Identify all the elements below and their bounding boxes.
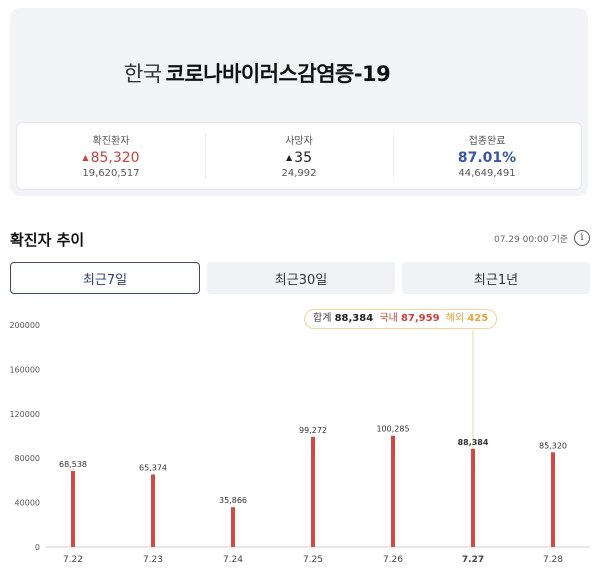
disease-name: 코로나바이러스감염증-19 <box>165 62 391 86</box>
update-timestamp: 07.29 00:00 기준 <box>494 235 568 245</box>
y-tick-label: 160000 <box>9 365 40 374</box>
bar <box>71 470 75 547</box>
stat-confirmed: 확진환자 ▲ 85,320 19,620,517 <box>17 123 205 189</box>
trend-title: 확진자 추이 <box>10 231 85 249</box>
up-arrow-icon: ▲ <box>286 153 293 162</box>
x-tick-label: 7.24 <box>223 555 243 565</box>
data-label: 99,272 <box>299 426 327 435</box>
stat-label: 접종완료 <box>468 136 506 147</box>
bar <box>551 452 555 547</box>
tooltip-total-label: 합계 <box>313 313 332 324</box>
y-tick-label: 200000 <box>9 321 40 330</box>
info-icon[interactable]: i <box>574 230 590 246</box>
tooltip-total-value: 88,384 <box>334 313 374 324</box>
bar <box>391 435 395 547</box>
country-name: 한국 <box>124 62 162 86</box>
stat-value: 87.01% <box>457 150 517 166</box>
tooltip-domestic-label: 국내 <box>379 313 398 324</box>
chart-tooltip: 합계 88,384 국내 87,959 해외 425 <box>304 309 498 329</box>
tooltip-domestic-value: 87,959 <box>400 313 440 324</box>
tab-30days[interactable]: 최근30일 <box>207 262 395 294</box>
stat-value: 35 <box>294 150 312 166</box>
stat-total: 19,620,517 <box>82 168 140 179</box>
bar <box>311 436 315 547</box>
stat-label: 확진환자 <box>92 136 130 147</box>
page-title: 한국 코로나바이러스감염증-19 <box>124 58 391 88</box>
x-tick-label: 7.25 <box>303 555 323 565</box>
stat-label: 사망자 <box>285 136 313 147</box>
x-tick-label: 7.27 <box>462 555 484 565</box>
stat-total: 44,649,491 <box>458 168 516 179</box>
data-label: 68,538 <box>59 460 87 469</box>
stat-value: 85,320 <box>90 150 140 166</box>
data-label: 85,320 <box>539 441 567 450</box>
data-label: 88,384 <box>458 438 489 447</box>
bar <box>471 448 475 547</box>
tooltip-overseas-label: 해외 <box>445 313 465 324</box>
tab-1year[interactable]: 최근1년 <box>402 262 590 294</box>
summary-card: 한국 코로나바이러스감염증-19 확진환자 ▲ 85,320 19,620,517 … <box>10 8 588 196</box>
cases-bar-chart: 0 40000 80000 120000 160000 200000 68,538 7.22 6… <box>9 321 590 565</box>
bar <box>151 474 155 547</box>
data-label: 100,285 <box>376 425 409 434</box>
y-tick-label: 80000 <box>15 454 40 463</box>
x-tick-label: 7.26 <box>383 555 403 565</box>
bar <box>231 507 235 547</box>
data-label: 65,374 <box>139 463 167 472</box>
stats-panel: 확진환자 ▲ 85,320 19,620,517 사망자 ▲ 35 24,992 접… <box>16 122 582 190</box>
y-tick-label: 40000 <box>15 499 40 508</box>
stat-vaccinated: 접종완료 87.01% 44,649,491 <box>393 123 581 189</box>
x-tick-label: 7.22 <box>63 555 83 565</box>
y-tick-label: 0 <box>35 543 40 552</box>
stat-total: 24,992 <box>281 168 317 179</box>
tooltip-overseas-value: 425 <box>467 313 489 324</box>
x-tick-label: 7.23 <box>143 555 163 565</box>
up-arrow-icon: ▲ <box>82 153 89 162</box>
stat-deaths: 사망자 ▲ 35 24,992 <box>205 123 393 189</box>
data-label: 35,866 <box>219 496 247 505</box>
tab-7days[interactable]: 최근7일 <box>10 262 200 294</box>
x-tick-label: 7.28 <box>543 555 563 565</box>
period-tabs: 최근7일 최근30일 최근1년 <box>10 262 590 294</box>
y-tick-label: 120000 <box>9 410 40 419</box>
